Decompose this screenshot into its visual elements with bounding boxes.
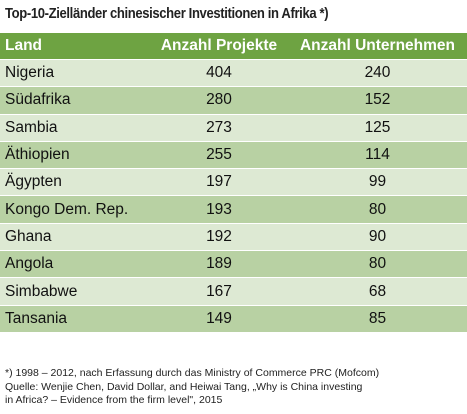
- cell-unternehmen: 240: [364, 64, 391, 82]
- cell-projekte: 197: [206, 173, 232, 191]
- cell-land: Sambia: [5, 118, 58, 136]
- cell-land: Tansania: [5, 309, 68, 327]
- column-header-unternehmen: Anzahl Unternehmen: [299, 37, 455, 54]
- table-row: Ghana 192 90: [0, 223, 467, 252]
- cell-unternehmen: 68: [368, 282, 387, 300]
- cell-land: Ghana: [5, 227, 52, 245]
- cell-unternehmen: 85: [368, 309, 387, 327]
- cell-unternehmen: 99: [368, 173, 387, 191]
- table-row: Sambia 273 125: [0, 114, 467, 142]
- table-row: Tansania 149 85: [0, 305, 467, 333]
- cell-land: Simbabwe: [5, 282, 78, 300]
- table-row: Nigeria 404 240: [0, 60, 467, 88]
- cell-projekte: 192: [206, 227, 232, 245]
- footnote-line-1: *) 1998 – 2012, nach Erfassung durch das…: [5, 367, 380, 379]
- table-body: Nigeria 404 240 Südafrika 280 152 Sambia 273 125…: [0, 60, 467, 333]
- cell-projekte: 149: [206, 309, 232, 327]
- cell-unternehmen: 152: [364, 91, 391, 109]
- table-row: Kongo Dem. Rep. 193 80: [0, 196, 467, 224]
- column-header-projekte: Anzahl Projekte: [160, 37, 278, 54]
- footnote-source-line-2: Quelle: Wenjie Chen, David Dollar, and H…: [5, 380, 363, 393]
- cell-unternehmen: 90: [368, 227, 387, 245]
- data-table: Land Anzahl Projekte Anzahl Unternehmen …: [0, 33, 467, 333]
- table-row: Simbabwe 167 68: [0, 278, 467, 306]
- table-row: Südafrika 280 152: [0, 87, 467, 115]
- cell-land: Nigeria: [5, 64, 55, 82]
- cell-projekte: 189: [206, 255, 232, 273]
- cell-unternehmen: 80: [368, 255, 387, 273]
- column-header-land: Land: [5, 37, 43, 54]
- cell-land: Angola: [5, 255, 54, 273]
- footnote: *) 1998 – 2012, nach Erfassung durch das…: [5, 367, 465, 408]
- table-header-row: Land Anzahl Projekte Anzahl Unternehmen: [0, 33, 467, 60]
- cell-projekte: 280: [206, 91, 232, 109]
- cell-land: Ägypten: [5, 173, 62, 191]
- cell-projekte: 193: [206, 200, 232, 218]
- cell-unternehmen: 80: [368, 200, 387, 218]
- cell-unternehmen: 114: [365, 146, 390, 164]
- cell-projekte: 167: [206, 282, 232, 300]
- chart-title: Top-10-Zielländer chinesischer Investiti…: [5, 6, 329, 22]
- cell-projekte: 255: [206, 146, 232, 164]
- cell-land: Südafrika: [5, 91, 71, 109]
- cell-unternehmen: 125: [364, 118, 391, 136]
- cell-projekte: 273: [206, 118, 232, 136]
- table-row: Ägypten 197 99: [0, 169, 467, 197]
- table-row: Äthiopien 255 114: [0, 141, 467, 170]
- footnote-source-line-3: in Africa? – Evidence from the firm leve…: [5, 394, 223, 407]
- cell-land: Äthiopien: [5, 146, 70, 164]
- cell-land: Kongo Dem. Rep.: [5, 200, 129, 218]
- table-row: Angola 189 80: [0, 251, 467, 279]
- cell-projekte: 404: [206, 64, 232, 82]
